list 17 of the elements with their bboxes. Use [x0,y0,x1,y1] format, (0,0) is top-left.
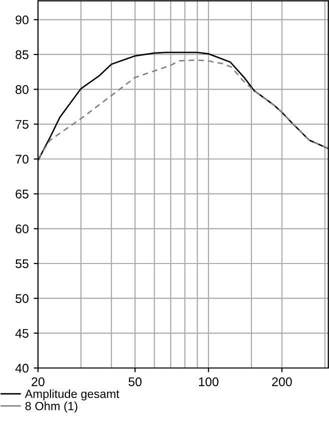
y-tick-label: 70 [16,154,28,164]
y-tick-label: 50 [16,294,28,303]
x-tick-label: 50 [128,377,142,386]
y-tick-label: 55 [16,259,28,268]
y-tick-label: 60 [16,224,28,234]
y-tick-label: 65 [16,190,28,198]
legend-label: 8 Ohm (1) [25,402,78,413]
y-tick-label: 75 [16,120,28,129]
y-tick-label: 85 [16,50,28,60]
y-tick-label: 45 [15,329,28,338]
y-tick-label: 90 [16,15,28,24]
x-tick-label: 20 [32,377,44,386]
x-tick-label: 100 [199,377,218,386]
y-tick-label: 40 [15,364,28,373]
legend-label: Amplitude gesamt [24,389,120,400]
x-tick-label: 200 [272,377,292,386]
y-tick-label: 80 [16,85,28,94]
